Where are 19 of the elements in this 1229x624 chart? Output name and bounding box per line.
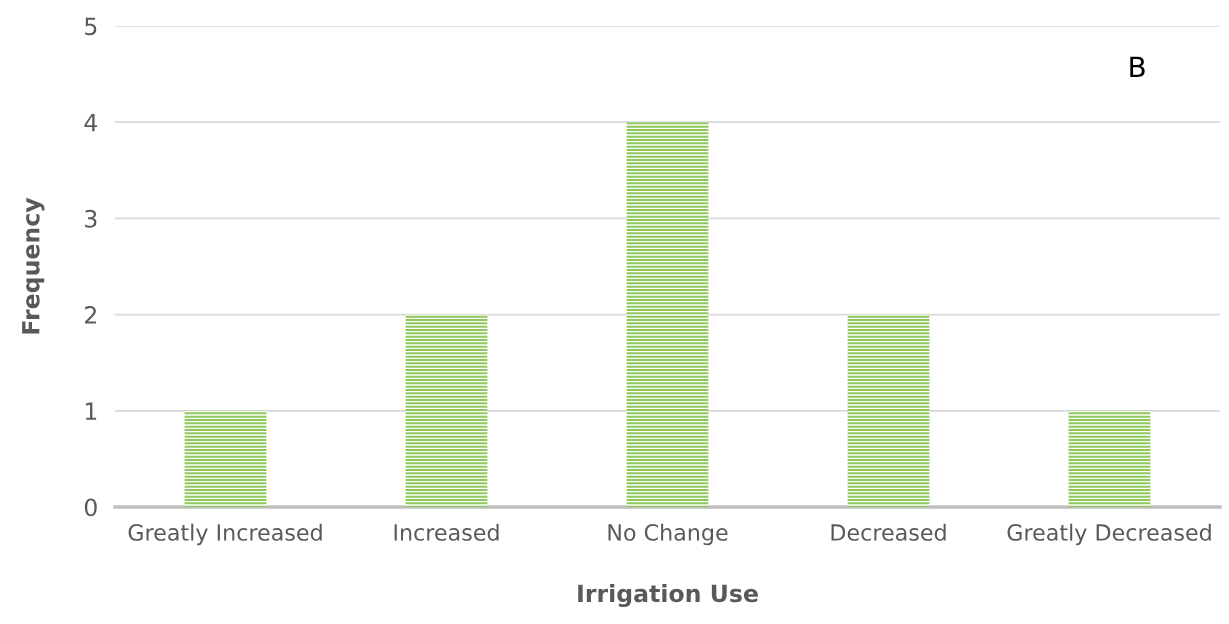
y-tick-label: 3 [85, 209, 97, 228]
bar [1068, 410, 1151, 507]
x-axis-title: Irrigation Use [578, 584, 758, 608]
y-axis-title: Frequency [22, 197, 45, 334]
bar [405, 314, 488, 507]
x-tick-label: No Change [608, 523, 728, 546]
bar [847, 314, 930, 507]
y-tick-label: 4 [84, 113, 98, 132]
bar [626, 122, 709, 507]
y-tick-label: 1 [85, 402, 97, 420]
x-tick-label: Greatly Decreased [1007, 523, 1211, 546]
y-tick-label: 0 [84, 498, 97, 517]
x-tick-label: Greatly Increased [128, 523, 322, 546]
bar [184, 410, 267, 507]
x-tick-label: Decreased [831, 523, 946, 541]
x-tick-label: Increased [394, 523, 499, 541]
annotation: B [1130, 56, 1145, 77]
y-tick-label: 2 [85, 306, 96, 324]
y-tick-label: 5 [85, 17, 97, 36]
